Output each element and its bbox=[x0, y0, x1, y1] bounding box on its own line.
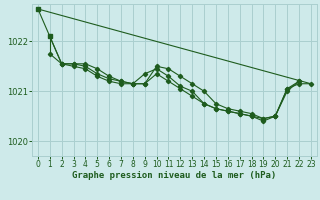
X-axis label: Graphe pression niveau de la mer (hPa): Graphe pression niveau de la mer (hPa) bbox=[72, 171, 276, 180]
